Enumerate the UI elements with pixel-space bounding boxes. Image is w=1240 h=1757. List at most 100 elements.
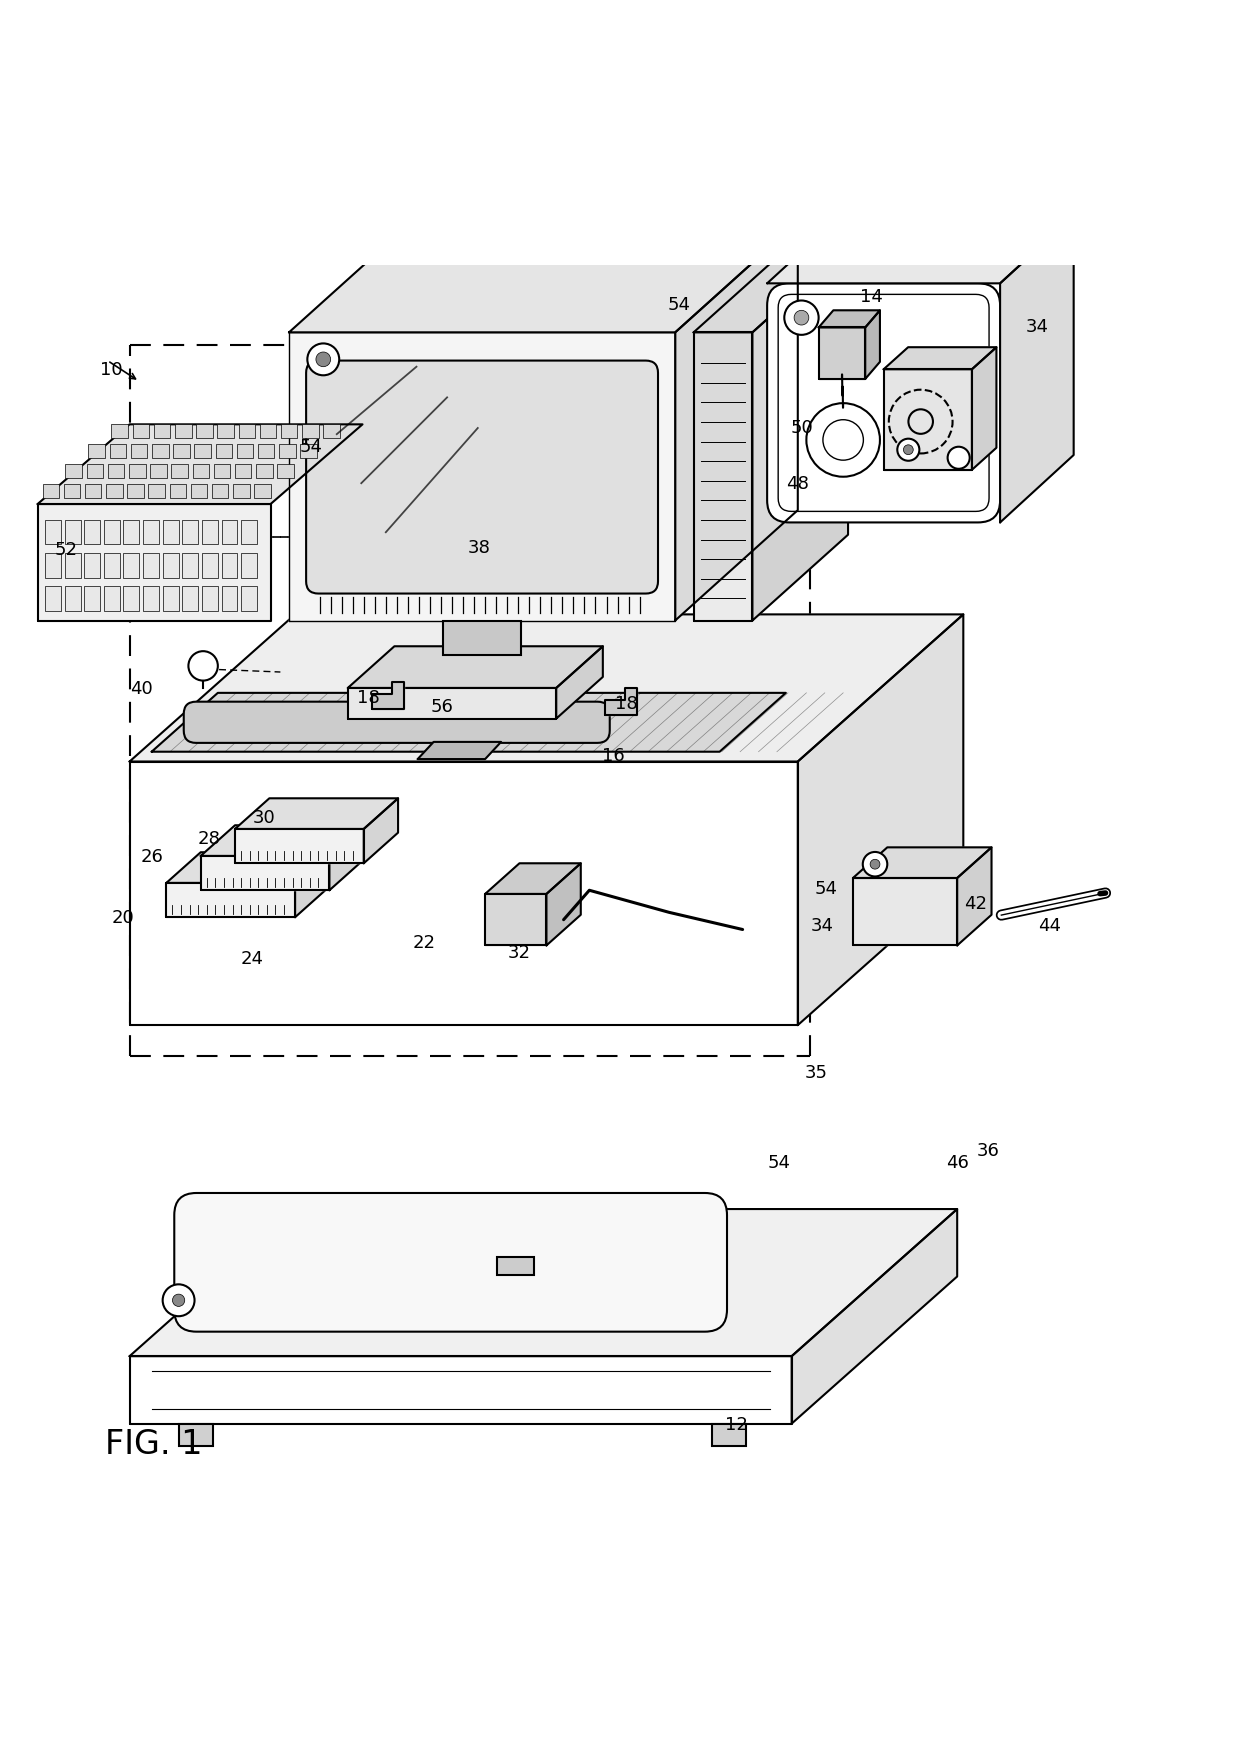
FancyBboxPatch shape bbox=[184, 703, 610, 743]
Circle shape bbox=[904, 446, 913, 455]
Text: 52: 52 bbox=[55, 541, 77, 559]
Polygon shape bbox=[853, 849, 992, 878]
Polygon shape bbox=[201, 856, 330, 891]
Polygon shape bbox=[129, 1356, 791, 1423]
Circle shape bbox=[947, 448, 970, 469]
Text: 18: 18 bbox=[357, 689, 379, 706]
Polygon shape bbox=[853, 878, 957, 945]
Bar bbox=[108, 464, 124, 478]
Circle shape bbox=[172, 1295, 185, 1307]
Polygon shape bbox=[330, 826, 363, 891]
Bar bbox=[104, 520, 120, 545]
Bar bbox=[104, 553, 120, 578]
Polygon shape bbox=[884, 371, 972, 471]
Polygon shape bbox=[295, 852, 330, 917]
Polygon shape bbox=[972, 348, 997, 471]
Bar bbox=[497, 1258, 534, 1276]
Text: 54: 54 bbox=[300, 437, 322, 457]
Text: 34: 34 bbox=[811, 915, 833, 935]
Polygon shape bbox=[347, 647, 603, 689]
Circle shape bbox=[162, 1284, 195, 1316]
Polygon shape bbox=[693, 334, 753, 622]
Bar bbox=[182, 553, 198, 578]
Bar bbox=[222, 587, 237, 611]
Bar bbox=[712, 1423, 746, 1446]
Text: 54: 54 bbox=[768, 1154, 791, 1172]
Bar bbox=[170, 485, 186, 499]
Polygon shape bbox=[363, 799, 398, 864]
Polygon shape bbox=[1001, 216, 1074, 524]
Text: 38: 38 bbox=[467, 539, 491, 557]
Bar bbox=[241, 520, 257, 545]
Polygon shape bbox=[557, 647, 603, 719]
Text: 30: 30 bbox=[253, 808, 275, 826]
Circle shape bbox=[898, 439, 919, 462]
Bar bbox=[182, 520, 198, 545]
Bar bbox=[131, 445, 148, 459]
Bar bbox=[84, 587, 100, 611]
Polygon shape bbox=[485, 864, 580, 894]
Bar bbox=[143, 553, 159, 578]
Bar bbox=[45, 553, 61, 578]
Circle shape bbox=[316, 353, 331, 367]
Bar bbox=[171, 464, 188, 478]
Bar bbox=[66, 464, 82, 478]
Bar bbox=[162, 553, 179, 578]
Bar bbox=[42, 485, 60, 499]
Bar bbox=[153, 445, 169, 459]
Bar bbox=[241, 587, 257, 611]
Bar bbox=[64, 520, 81, 545]
Bar bbox=[84, 520, 100, 545]
Polygon shape bbox=[547, 864, 580, 945]
Polygon shape bbox=[236, 799, 398, 829]
Bar bbox=[278, 464, 294, 478]
Text: 54: 54 bbox=[815, 878, 837, 898]
Bar bbox=[182, 587, 198, 611]
Bar bbox=[259, 425, 277, 439]
Polygon shape bbox=[797, 615, 963, 1026]
Bar bbox=[238, 425, 255, 439]
Text: 12: 12 bbox=[725, 1414, 748, 1432]
Bar bbox=[202, 520, 218, 545]
FancyBboxPatch shape bbox=[306, 362, 658, 594]
Circle shape bbox=[784, 302, 818, 336]
Bar bbox=[124, 520, 139, 545]
Text: 44: 44 bbox=[1038, 915, 1060, 935]
Circle shape bbox=[806, 404, 880, 478]
Text: 50: 50 bbox=[790, 418, 813, 436]
Polygon shape bbox=[957, 849, 992, 945]
Text: 20: 20 bbox=[112, 908, 135, 926]
Bar bbox=[64, 553, 81, 578]
Bar bbox=[45, 587, 61, 611]
Bar bbox=[84, 485, 102, 499]
Text: 54: 54 bbox=[667, 295, 691, 315]
Text: 22: 22 bbox=[413, 933, 435, 951]
Text: 34: 34 bbox=[1025, 318, 1048, 336]
Bar bbox=[143, 520, 159, 545]
Circle shape bbox=[308, 344, 340, 376]
Bar bbox=[87, 464, 103, 478]
FancyBboxPatch shape bbox=[768, 285, 1001, 524]
Bar bbox=[281, 425, 298, 439]
Text: 42: 42 bbox=[963, 894, 987, 912]
Bar bbox=[133, 425, 149, 439]
Bar bbox=[150, 464, 166, 478]
Text: 32: 32 bbox=[508, 944, 531, 961]
Bar bbox=[107, 485, 123, 499]
Bar bbox=[222, 520, 237, 545]
Text: 46: 46 bbox=[946, 1154, 968, 1172]
Bar bbox=[88, 445, 105, 459]
Bar bbox=[129, 464, 145, 478]
Bar bbox=[162, 520, 179, 545]
Bar bbox=[112, 425, 128, 439]
Polygon shape bbox=[151, 694, 786, 752]
Bar bbox=[174, 445, 190, 459]
Bar bbox=[109, 445, 126, 459]
Text: 26: 26 bbox=[140, 847, 164, 866]
Bar bbox=[196, 425, 213, 439]
Bar bbox=[213, 464, 231, 478]
Bar bbox=[217, 425, 234, 439]
Polygon shape bbox=[768, 216, 1074, 285]
Bar bbox=[216, 445, 232, 459]
Polygon shape bbox=[675, 223, 797, 622]
